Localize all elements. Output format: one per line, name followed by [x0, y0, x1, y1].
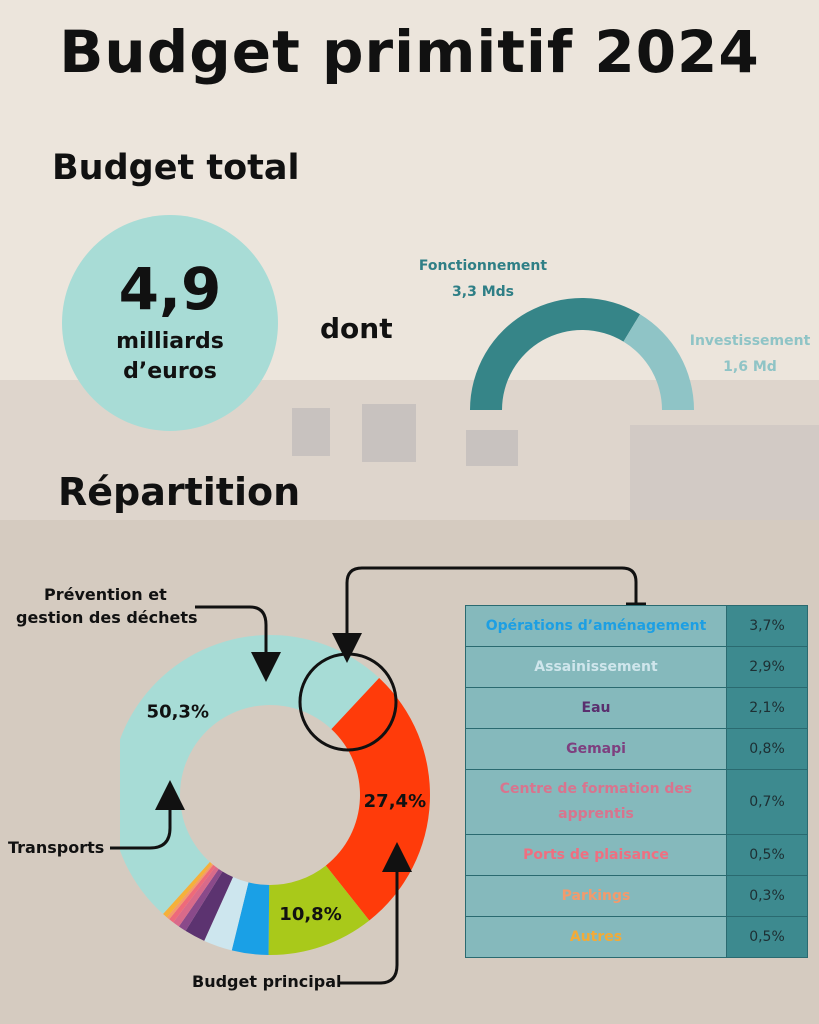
table-cell-category: Centre de formation des apprentis [465, 769, 727, 835]
table-cell-value: 3,7% [726, 605, 808, 647]
table-row: Gemapi 0,8% [465, 728, 808, 770]
table-cell-category: Opérations d’aménagement [465, 605, 727, 647]
donut-slice-5 [185, 871, 233, 941]
prevention-arrow [195, 605, 281, 682]
donut-label-0: 50,3% [147, 702, 209, 723]
semi-slice-fonctionnement [470, 298, 641, 410]
table-row: Parkings 0,3% [465, 875, 808, 917]
dont-connector: dont [320, 312, 393, 345]
donut-slice-3 [231, 882, 270, 955]
donut-slice-10 [163, 861, 213, 918]
donut-slice-4 [204, 877, 249, 951]
table-row: Eau 2,1% [465, 687, 808, 729]
table-row: Assainissement 2,9% [465, 646, 808, 688]
donut-slice-6 [178, 868, 223, 931]
donut-slice-8 [169, 864, 216, 923]
budget-principal-arrow [340, 842, 412, 985]
donut-slice-9 [166, 863, 214, 920]
investissement-label: Investissement [689, 333, 811, 349]
budget-total-value: 4,9 [118, 255, 222, 323]
semi-donut-chart [470, 298, 694, 410]
table-row: Opérations d’aménagement 3,7% [465, 605, 808, 647]
table-cell-category: Gemapi [465, 728, 727, 770]
table-cell-category: Autres [465, 916, 727, 958]
breakdown-table: Opérations d’aménagement 3,7% Assainisseme… [465, 605, 808, 958]
zoom-arrow [332, 566, 638, 663]
fonctionnement-value: 3,3 Mds [452, 284, 514, 300]
donut-slice-7 [173, 866, 219, 927]
table-cell-value: 0,5% [726, 834, 808, 876]
table-cell-category: Eau [465, 687, 727, 729]
budget-principal-callout: Budget principal [192, 972, 342, 991]
donut-slice-2 [268, 865, 370, 955]
donut-slice-0 [120, 635, 380, 915]
transports-callout: Transports [8, 838, 105, 857]
investissement-value: 1,6 Md [723, 359, 777, 375]
table-cell-value: 0,3% [726, 875, 808, 917]
budget-total-heading: Budget total [52, 148, 300, 188]
transports-arrow [110, 780, 185, 850]
table-row: Centre de formation des apprentis 0,7% [465, 769, 808, 835]
donut-label-1: 27,4% [364, 791, 426, 812]
table-cell-value: 2,1% [726, 687, 808, 729]
table-row: Autres 0,5% [465, 916, 808, 958]
semi-slice-investissement [623, 314, 694, 410]
prevention-callout-line2: gestion des déchets [16, 608, 198, 627]
table-cell-value: 0,5% [726, 916, 808, 958]
fonctionnement-label: Fonctionnement [418, 258, 548, 274]
donut-label-2: 10,8% [279, 904, 341, 925]
repartition-heading: Répartition [58, 470, 301, 514]
prevention-callout-line1: Prévention et [44, 585, 167, 604]
table-cell-category: Parkings [465, 875, 727, 917]
budget-total-unit-line2: d’euros [123, 359, 217, 384]
budget-total-unit-line1: milliards [116, 329, 224, 354]
table-cell-value: 0,8% [726, 728, 808, 770]
table-cell-category: Assainissement [465, 646, 727, 688]
page-title: Budget primitif 2024 [59, 18, 760, 86]
table-cell-category: Ports de plaisance [465, 834, 727, 876]
table-row: Ports de plaisance 0,5% [465, 834, 808, 876]
budget-total-circle: 4,9 milliards d’euros [62, 215, 278, 431]
table-cell-value: 2,9% [726, 646, 808, 688]
table-cell-value: 0,7% [726, 769, 808, 835]
